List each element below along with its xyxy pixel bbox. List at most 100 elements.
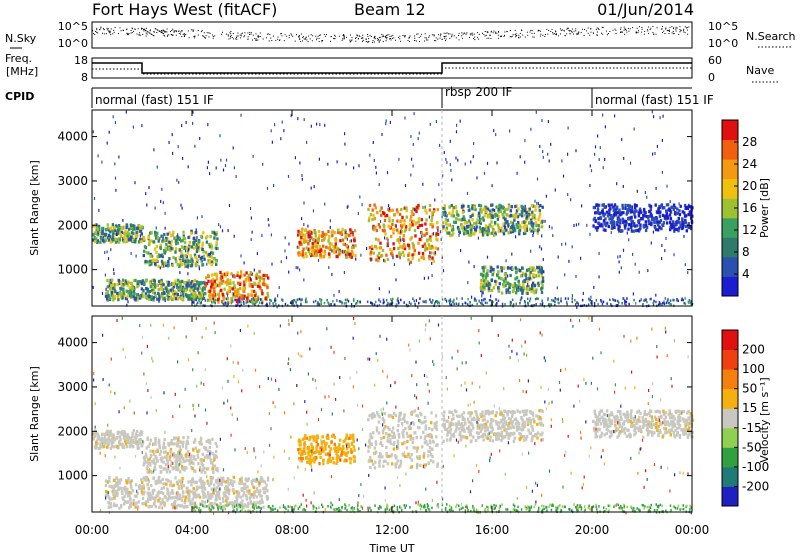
echo-cell [179, 470, 182, 474]
echo-cell [266, 294, 270, 298]
echo-cell [276, 305, 278, 309]
echo-cell [299, 457, 302, 461]
echo-cell [297, 245, 300, 249]
echo-cell [489, 269, 492, 273]
echo-cell [464, 301, 466, 305]
echo-cell [382, 298, 385, 302]
echo-cell [113, 296, 117, 300]
echo-cell [165, 482, 168, 486]
echo-cell [326, 298, 328, 302]
echo-cell [624, 300, 627, 304]
echo-cell [140, 444, 143, 448]
echo-cell [259, 298, 262, 301]
echo-cell [309, 436, 312, 440]
echo-cell [220, 288, 223, 292]
echo-cell [525, 228, 529, 232]
echo-cell [400, 208, 403, 212]
echo-cell [246, 296, 249, 300]
echo-cell [262, 279, 266, 283]
echo-cell [399, 459, 403, 463]
echo-cell [610, 226, 614, 230]
echo-cell [188, 240, 191, 244]
echo-cell [224, 280, 227, 284]
echo-cell [347, 445, 351, 449]
echo-cell [442, 207, 445, 211]
echo-cell [326, 436, 329, 440]
echo-cell [376, 411, 379, 415]
echo-cell [150, 504, 153, 509]
echo-cell [390, 298, 392, 301]
echo-cell [292, 301, 295, 305]
echo-cell [165, 470, 169, 474]
echo-cell [542, 258, 544, 261]
echo-cell [271, 262, 273, 266]
echo-cell [314, 234, 317, 238]
echo-cell [158, 293, 161, 297]
echo-cell [496, 161, 498, 165]
echo-cell [573, 224, 575, 227]
echo-cell [202, 250, 205, 254]
echo-cell [449, 301, 451, 305]
echo-cell [309, 230, 313, 234]
echo-cell [167, 288, 170, 292]
echo-cell [127, 439, 130, 443]
colorbar-swatch [722, 198, 738, 219]
echo-cell [297, 266, 299, 270]
echo-cell [185, 255, 188, 259]
echo-cell [422, 254, 425, 258]
echo-cell [481, 216, 484, 220]
echo-cell [233, 501, 237, 505]
echo-cell [114, 240, 118, 244]
echo-cell [240, 113, 242, 117]
echo-cell [405, 215, 408, 219]
echo-cell [213, 287, 216, 291]
echo-cell [578, 222, 580, 226]
echo-cell [192, 242, 195, 246]
echo-cell [223, 504, 226, 508]
echo-cell [389, 454, 393, 458]
echo-cell [602, 113, 604, 117]
echo-cell [153, 262, 157, 266]
echo-cell [501, 277, 504, 281]
echo-cell [414, 222, 417, 226]
echo-cell [514, 215, 518, 219]
echo-cell [186, 435, 190, 439]
echo-cell [261, 234, 263, 237]
echo-cell [150, 495, 154, 499]
echo-cell [319, 298, 321, 301]
echo-cell [128, 234, 131, 238]
echo-cell [174, 465, 177, 469]
echo-cell [456, 213, 459, 217]
echo-cell [142, 237, 146, 241]
echo-cell [592, 224, 595, 228]
echo-cell [160, 486, 163, 491]
echo-cell [152, 298, 155, 302]
echo-cell [492, 286, 495, 290]
echo-cell [457, 420, 460, 424]
echo-cell [478, 299, 480, 303]
echo-cell [204, 292, 207, 296]
echo-cell [328, 266, 330, 269]
echo-cell [297, 253, 301, 257]
echo-cell [285, 256, 288, 260]
echo-cell [201, 483, 204, 487]
echo-cell [483, 227, 486, 231]
echo-cell [137, 500, 141, 504]
echo-cell [430, 421, 433, 425]
echo-cell [220, 281, 224, 285]
echo-cell [111, 497, 114, 501]
echo-cell [192, 454, 196, 458]
echo-cell [159, 470, 162, 474]
echo-cell [541, 283, 544, 287]
echo-cell [390, 235, 393, 239]
echo-cell [187, 493, 190, 497]
echo-cell [224, 487, 227, 491]
echo-cell [319, 255, 322, 259]
echo-cell [301, 177, 303, 181]
echo-cell [488, 214, 491, 218]
echo-cell [452, 228, 455, 232]
echo-cell [419, 411, 422, 415]
echo-cell [683, 234, 685, 238]
echo-cell [515, 209, 519, 213]
echo-cell [202, 296, 206, 300]
